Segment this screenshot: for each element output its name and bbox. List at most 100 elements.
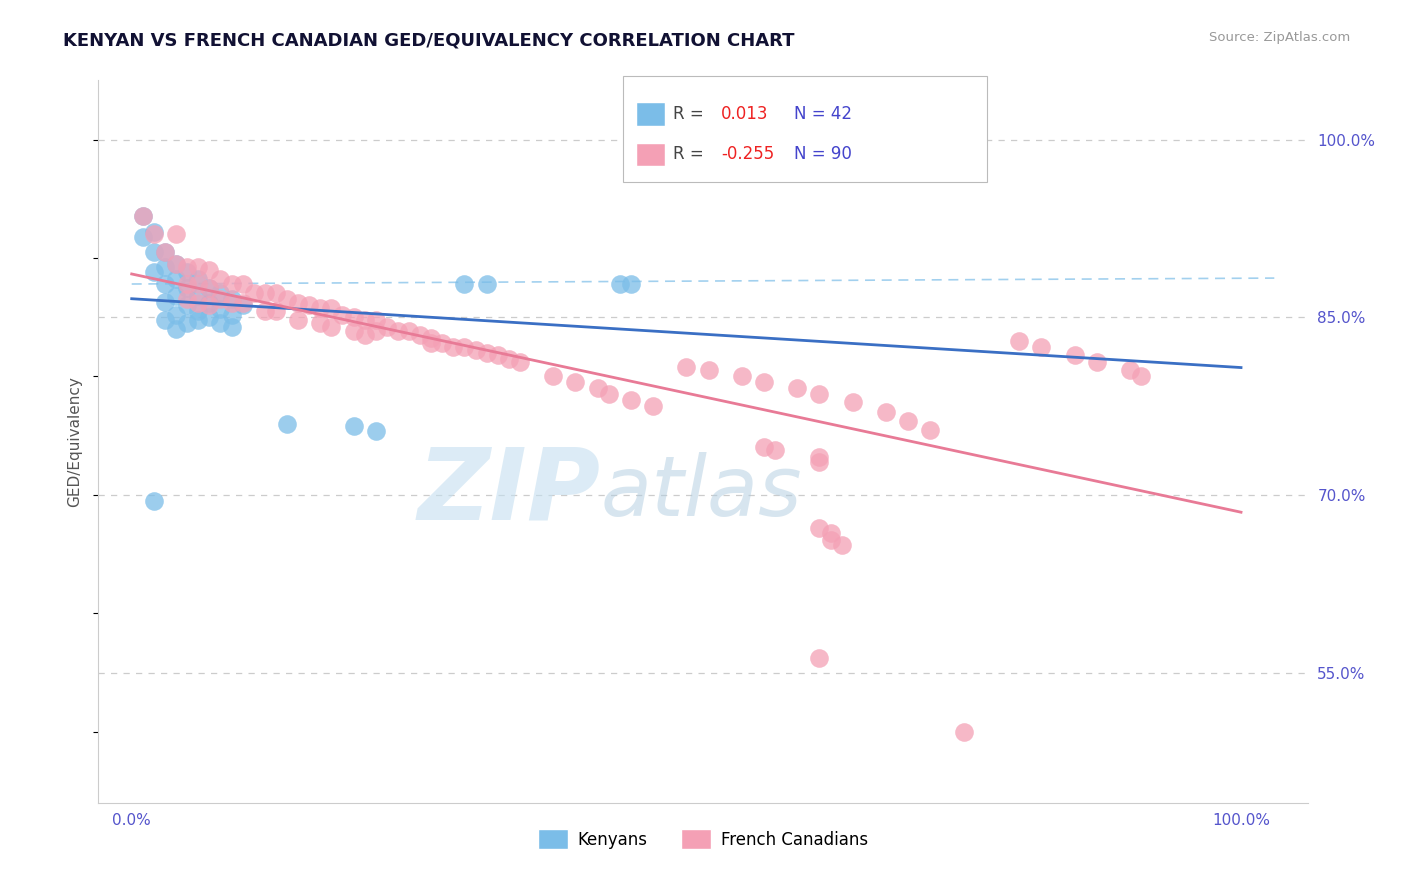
Point [187, 277, 209, 291]
Text: R =: R = [673, 145, 710, 163]
Point [1063, 348, 1085, 362]
Point [142, 493, 165, 508]
Point [165, 272, 187, 286]
Point [1008, 334, 1031, 348]
Point [620, 393, 643, 408]
Point [187, 260, 209, 275]
Text: KENYAN VS FRENCH CANADIAN GED/EQUIVALENCY CORRELATION CHART: KENYAN VS FRENCH CANADIAN GED/EQUIVALENC… [63, 31, 794, 49]
Point [253, 304, 276, 318]
Point [375, 319, 398, 334]
Point [153, 260, 176, 275]
Point [176, 260, 198, 275]
Point [165, 308, 187, 322]
Point [176, 277, 198, 291]
Point [432, 336, 454, 351]
Point [176, 298, 198, 312]
Point [364, 325, 387, 339]
Legend: Kenyans, French Canadians: Kenyans, French Canadians [531, 822, 875, 856]
Point [820, 525, 842, 540]
Point [1130, 369, 1153, 384]
Point [353, 312, 375, 326]
Point [620, 277, 643, 291]
Text: 0.013: 0.013 [721, 105, 769, 123]
Point [364, 312, 387, 326]
Point [198, 280, 221, 294]
Point [153, 277, 176, 291]
Point [153, 312, 176, 326]
Point [132, 229, 155, 244]
Point [420, 336, 443, 351]
Point [165, 257, 187, 271]
Point [221, 308, 243, 322]
Text: atlas: atlas [600, 451, 801, 533]
Point [831, 538, 853, 552]
Point [209, 316, 232, 330]
Point [509, 355, 531, 369]
Point [752, 376, 775, 390]
Point [153, 245, 176, 260]
Point [165, 257, 187, 271]
Point [153, 294, 176, 309]
Point [420, 331, 443, 345]
Point [187, 289, 209, 303]
Point [564, 376, 586, 390]
Point [142, 227, 165, 242]
Point [1119, 363, 1142, 377]
Point [920, 423, 942, 437]
Y-axis label: GED/Equivalency: GED/Equivalency [67, 376, 83, 507]
Point [498, 351, 520, 366]
Point [321, 319, 343, 334]
Point [165, 227, 187, 242]
Point [142, 245, 165, 260]
Point [142, 265, 165, 279]
Point [264, 286, 287, 301]
Point [586, 381, 609, 395]
Point [441, 340, 464, 354]
Point [398, 325, 420, 339]
Point [675, 359, 697, 374]
Point [842, 395, 865, 409]
Point [242, 286, 264, 301]
Point [232, 277, 254, 291]
Point [309, 316, 332, 330]
Text: Source: ZipAtlas.com: Source: ZipAtlas.com [1209, 31, 1350, 45]
Point [142, 225, 165, 239]
Point [353, 327, 375, 342]
Point [752, 441, 775, 455]
Point [342, 419, 364, 434]
Point [176, 265, 198, 279]
Point [187, 272, 209, 286]
Point [697, 363, 720, 377]
Point [198, 298, 221, 312]
Text: R =: R = [673, 105, 710, 123]
Point [641, 399, 664, 413]
Point [232, 298, 254, 312]
Point [609, 277, 631, 291]
Point [232, 296, 254, 310]
Point [187, 296, 209, 310]
Point [276, 417, 298, 431]
Point [464, 343, 486, 358]
Point [731, 369, 754, 384]
Point [541, 369, 564, 384]
Point [198, 280, 221, 294]
Text: N = 42: N = 42 [794, 105, 852, 123]
Point [808, 651, 831, 665]
Point [221, 293, 243, 307]
Point [342, 310, 364, 325]
Point [165, 322, 187, 336]
Point [342, 325, 364, 339]
Point [808, 521, 831, 535]
Point [176, 280, 198, 294]
Point [808, 450, 831, 464]
Point [198, 262, 221, 277]
Point [264, 304, 287, 318]
Point [176, 293, 198, 307]
Point [198, 310, 221, 325]
Point [176, 316, 198, 330]
Text: ZIP: ZIP [418, 443, 600, 541]
Point [409, 327, 432, 342]
Point [309, 301, 332, 315]
Point [287, 296, 309, 310]
Point [221, 296, 243, 310]
